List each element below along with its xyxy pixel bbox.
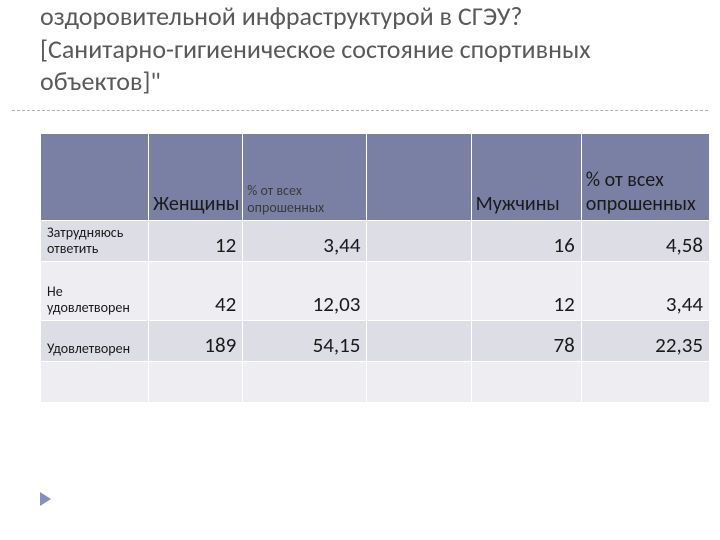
cell-empty <box>41 361 149 402</box>
title-divider <box>12 110 708 111</box>
cell-women: 42 <box>149 261 243 320</box>
col-men: Мужчины <box>471 133 581 220</box>
table-header-row: Женщины % от всех опрошенных Мужчины % о… <box>41 133 710 220</box>
play-arrow-icon <box>40 492 51 506</box>
cell-men: 78 <box>471 320 581 361</box>
col-women: Женщины <box>149 133 243 220</box>
table-row: Не удовлетворен 42 12,03 12 3,44 <box>41 261 710 320</box>
cell-blank <box>367 320 471 361</box>
cell-women: 189 <box>149 320 243 361</box>
cell-empty <box>471 361 581 402</box>
col-blank-1 <box>367 133 471 220</box>
row-label: Не удовлетворен <box>41 261 149 320</box>
row-label: Затрудняюсь ответить <box>41 220 149 261</box>
cell-empty <box>581 361 709 402</box>
col-women-pct: % от всех опрошенных <box>243 133 367 220</box>
survey-table: Женщины % от всех опрошенных Мужчины % о… <box>40 133 710 403</box>
cell-women-pct: 54,15 <box>243 320 367 361</box>
cell-empty <box>243 361 367 402</box>
title-line1: оздоровительной инфраструктурой в СГЭУ? <box>40 0 522 32</box>
cell-men: 16 <box>471 220 581 261</box>
cell-men-pct: 3,44 <box>581 261 709 320</box>
col-men-pct: % от всех опрошенных <box>581 133 709 220</box>
title-line2: [Санитарно-гигиеническое состояние спорт… <box>40 33 591 98</box>
cell-men-pct: 4,58 <box>581 220 709 261</box>
slide-title: оздоровительной инфраструктурой в СГЭУ? … <box>0 0 720 108</box>
table-row-empty <box>41 361 710 402</box>
cell-women-pct: 3,44 <box>243 220 367 261</box>
cell-men: 12 <box>471 261 581 320</box>
table-row: Удовлетворен 189 54,15 78 22,35 <box>41 320 710 361</box>
table-row: Затрудняюсь ответить 12 3,44 16 4,58 <box>41 220 710 261</box>
cell-empty <box>367 361 471 402</box>
cell-blank <box>367 261 471 320</box>
col-blank-0 <box>41 133 149 220</box>
cell-women: 12 <box>149 220 243 261</box>
cell-empty <box>149 361 243 402</box>
row-label: Удовлетворен <box>41 320 149 361</box>
cell-women-pct: 12,03 <box>243 261 367 320</box>
cell-blank <box>367 220 471 261</box>
cell-men-pct: 22,35 <box>581 320 709 361</box>
